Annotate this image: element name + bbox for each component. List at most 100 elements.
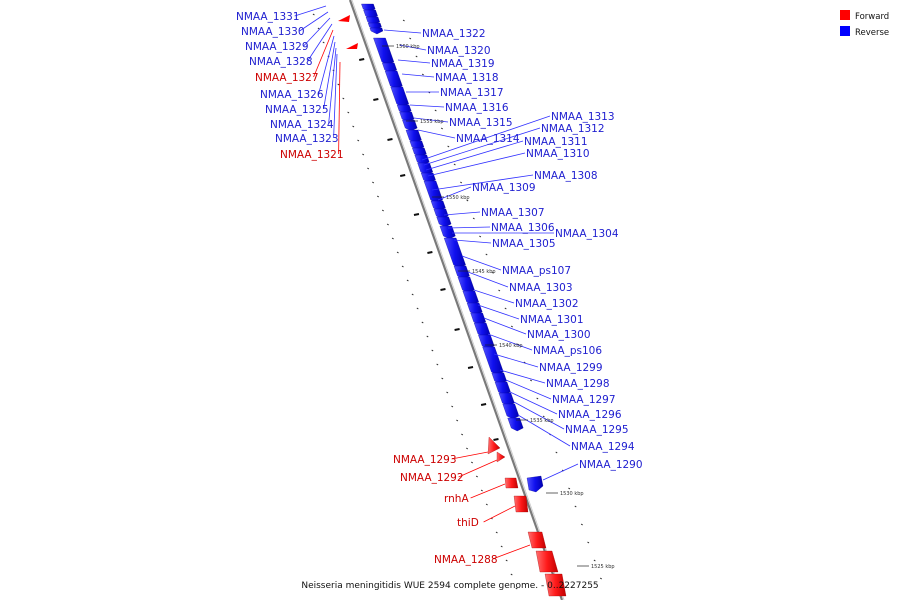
gene-label-nmaa-1300: NMAA_1300 bbox=[527, 329, 591, 341]
leader-line bbox=[447, 226, 491, 229]
leader-line bbox=[487, 333, 533, 351]
leader-line bbox=[313, 29, 334, 78]
track-dot bbox=[580, 523, 583, 526]
track-dot bbox=[416, 307, 419, 310]
track-dot bbox=[396, 251, 399, 254]
leader-line bbox=[409, 104, 445, 108]
tick-mark bbox=[359, 58, 365, 61]
track-dot bbox=[401, 265, 404, 268]
track-dot bbox=[495, 531, 498, 534]
leader-line bbox=[303, 17, 331, 47]
leader-line bbox=[499, 369, 546, 384]
gene-label-nmaa-1325: NMAA_1325 bbox=[265, 104, 329, 116]
legend-reverse-swatch bbox=[840, 26, 850, 36]
kbp-label: 1560 kbp bbox=[396, 44, 420, 50]
reverse-gene-block bbox=[443, 237, 466, 269]
leader-line bbox=[423, 127, 541, 166]
kbp-label: 1530 kbp bbox=[560, 491, 584, 497]
leader-line bbox=[323, 41, 336, 110]
leader-line bbox=[399, 44, 427, 51]
leader-line bbox=[427, 152, 526, 177]
reverse-gene-block bbox=[373, 37, 395, 66]
track-dot bbox=[347, 111, 350, 114]
leader-line bbox=[338, 61, 341, 155]
track-dot bbox=[470, 461, 474, 464]
track-dot bbox=[362, 153, 365, 156]
tick-mark bbox=[467, 366, 474, 369]
track-dot bbox=[587, 541, 590, 544]
track-dot bbox=[386, 223, 389, 226]
gene-label-nmaa-ps106: NMAA_ps106 bbox=[533, 345, 602, 357]
tick-mark bbox=[440, 288, 446, 291]
reverse-gene-block bbox=[507, 417, 524, 432]
track-dot bbox=[480, 489, 483, 492]
track-dot bbox=[498, 289, 501, 292]
gene-label-nmaa-1315: NMAA_1315 bbox=[449, 117, 513, 129]
track-dot bbox=[515, 587, 518, 590]
leader-line bbox=[492, 544, 531, 560]
track-dot bbox=[536, 397, 539, 400]
track-dot bbox=[555, 451, 558, 454]
leader-line bbox=[383, 29, 422, 34]
track-dot bbox=[574, 505, 577, 508]
leader-line bbox=[413, 117, 449, 123]
reverse-gene-block bbox=[439, 225, 456, 240]
track-dot bbox=[402, 19, 405, 22]
gene-label-nmaa-1310: NMAA_1310 bbox=[526, 148, 590, 160]
track-dot bbox=[568, 487, 571, 490]
track-dot bbox=[367, 167, 370, 170]
leader-line bbox=[483, 317, 527, 335]
legend-reverse-label: Reverse bbox=[855, 28, 889, 38]
kbp-label: 1545 kbp bbox=[472, 269, 496, 275]
gene-label-nmaa-1313: NMAA_1313 bbox=[551, 111, 615, 123]
track-dot bbox=[447, 145, 450, 148]
tick-mark bbox=[387, 138, 393, 141]
track-dot bbox=[510, 573, 513, 576]
gene-label-nmaa-1322: NMAA_1322 bbox=[422, 28, 486, 40]
gene-label-nmaa-1290: NMAA_1290 bbox=[579, 459, 643, 471]
track-dot bbox=[440, 127, 444, 130]
kbp-label: 1535 kbp bbox=[530, 418, 554, 424]
leader-line bbox=[470, 483, 506, 499]
track-dot bbox=[529, 379, 533, 382]
track-dot bbox=[466, 447, 469, 450]
track-dot bbox=[485, 503, 488, 506]
gene-label-nmaa-1314: NMAA_1314 bbox=[456, 133, 520, 145]
track-dot bbox=[421, 321, 424, 324]
track-dot bbox=[451, 405, 454, 408]
kbp-label: 1550 kbp bbox=[446, 195, 470, 201]
leader-line bbox=[417, 129, 456, 139]
tick-mark bbox=[480, 403, 487, 406]
gene-label-nmaa-1303: NMAA_1303 bbox=[509, 282, 573, 294]
track-dot bbox=[491, 271, 494, 274]
gene-label-nmaa-1321: NMAA_1321 bbox=[280, 149, 344, 161]
gene-label-nmaa-1309: NMAA_1309 bbox=[472, 182, 536, 194]
gene-label-nmaa-1311: NMAA_1311 bbox=[524, 136, 588, 148]
gene-label-nmaa-1293: NMAA_1293 bbox=[393, 454, 457, 466]
forward-gene-block bbox=[504, 477, 519, 489]
reverse-gene-block bbox=[526, 475, 544, 493]
track-dot bbox=[479, 235, 482, 238]
gene-label-nmaa-1299: NMAA_1299 bbox=[539, 362, 603, 374]
gene-label-nmaa-1320: NMAA_1320 bbox=[427, 45, 491, 57]
forward-gene-block bbox=[487, 436, 501, 455]
track-dot bbox=[421, 73, 424, 76]
gene-label-nmaa-1328: NMAA_1328 bbox=[249, 56, 313, 68]
forward-gene-block bbox=[535, 550, 559, 573]
leader-line bbox=[299, 11, 329, 32]
legend: Forward Reverse bbox=[840, 10, 889, 38]
gene-label-nmaa-1326: NMAA_1326 bbox=[260, 89, 324, 101]
legend-forward-label: Forward bbox=[855, 12, 889, 22]
reverse-gene-block bbox=[436, 216, 452, 228]
track-dot bbox=[391, 237, 394, 240]
track-dot bbox=[599, 577, 603, 580]
leader-line bbox=[509, 391, 558, 415]
track-dot bbox=[453, 163, 456, 166]
track-dot bbox=[500, 545, 503, 548]
track-dot bbox=[411, 293, 414, 296]
gene-label-nmaa-1295: NMAA_1295 bbox=[565, 424, 629, 436]
leader-line bbox=[401, 73, 435, 78]
forward-gene-block bbox=[527, 531, 547, 549]
gene-label-nmaa-1302: NMAA_1302 bbox=[515, 298, 579, 310]
